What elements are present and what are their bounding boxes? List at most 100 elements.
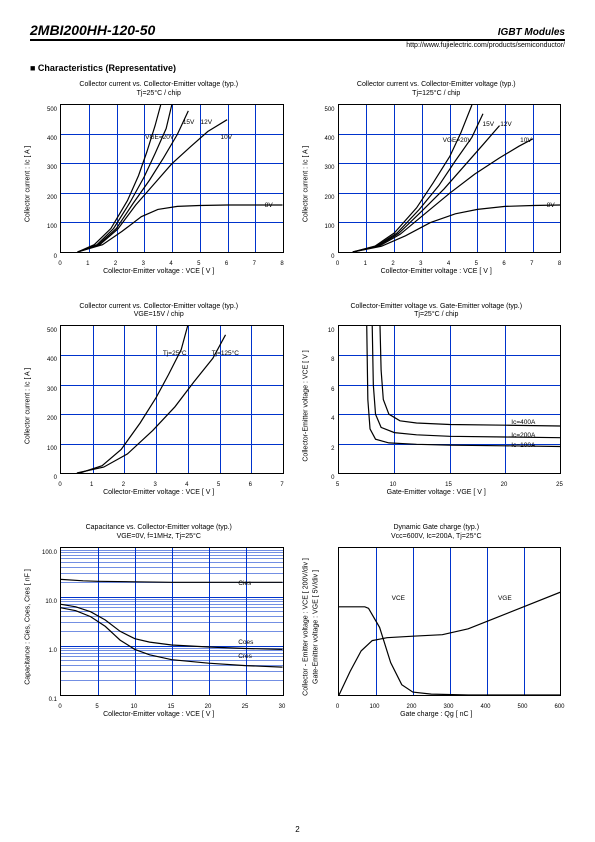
x-tick: 0 xyxy=(58,261,61,267)
series-curve xyxy=(352,138,532,251)
series-curve xyxy=(352,125,499,251)
x-axis-label: Collector-Emitter voltage : VCE [ V ] xyxy=(30,711,288,718)
x-tick: 2 xyxy=(114,261,117,267)
series-curve xyxy=(78,110,189,251)
chart-c4: Collector-Emitter voltage vs. Gate-Emitt… xyxy=(308,303,566,497)
x-tick: 15 xyxy=(168,704,175,710)
page-number: 2 xyxy=(0,825,595,834)
y-tick: 4 xyxy=(331,416,334,422)
y-tick: 100 xyxy=(47,224,57,230)
chart-title: Capacitance vs. Collector-Emitter voltag… xyxy=(30,524,288,542)
series-label: 15V xyxy=(482,121,494,128)
series-label: 8V xyxy=(547,202,555,209)
plot-area: CiesCoesCres xyxy=(60,547,284,696)
y-tick: 300 xyxy=(47,387,57,393)
y-tick: 200 xyxy=(47,416,57,422)
section-title: ■ Characteristics (Representative) xyxy=(30,63,565,73)
x-tick: 10 xyxy=(390,482,397,488)
chart-c1: Collector current vs. Collector-Emitter … xyxy=(30,81,288,275)
series-label: VCE xyxy=(392,595,405,602)
x-tick: 5 xyxy=(336,482,339,488)
y-tick: 300 xyxy=(324,165,334,171)
x-tick: 1 xyxy=(90,482,93,488)
x-tick: 600 xyxy=(554,704,564,710)
x-tick: 20 xyxy=(205,704,212,710)
y-tick: 0 xyxy=(331,254,334,260)
series-label: Tj=25°C xyxy=(163,350,187,357)
series-curve xyxy=(77,335,226,473)
chart-c5: Capacitance vs. Collector-Emitter voltag… xyxy=(30,524,288,718)
x-axis-label: Gate charge : Qg [ nC ] xyxy=(308,711,566,718)
series-curve xyxy=(339,606,561,694)
x-axis-label: Collector-Emitter voltage : VCE [ V ] xyxy=(30,489,288,496)
category-label: IGBT Modules xyxy=(498,27,565,38)
x-tick: 5 xyxy=(217,482,220,488)
y-tick: 0 xyxy=(54,475,57,481)
x-tick: 2 xyxy=(391,261,394,267)
x-tick: 5 xyxy=(95,704,98,710)
y-tick: 0 xyxy=(331,475,334,481)
x-tick: 3 xyxy=(142,261,145,267)
x-axis-label: Collector-Emitter voltage : VCE [ V ] xyxy=(308,268,566,275)
y-tick: 1.0 xyxy=(49,648,57,654)
series-curve xyxy=(78,205,283,252)
y-tick: 10.0 xyxy=(45,599,57,605)
x-tick: 8 xyxy=(280,261,283,267)
plot-area: VCEVGE xyxy=(338,547,562,696)
plot-area: VGE=20V15V12V10V8V xyxy=(60,104,284,253)
series-curve xyxy=(78,105,161,252)
x-tick: 5 xyxy=(197,261,200,267)
y-tick: 100.0 xyxy=(42,550,57,556)
series-label: 8V xyxy=(265,202,273,209)
series-curve xyxy=(380,326,560,426)
x-tick: 6 xyxy=(502,261,505,267)
x-tick: 5 xyxy=(475,261,478,267)
chart-title: Collector current vs. Collector-Emitter … xyxy=(30,81,288,99)
x-tick: 30 xyxy=(279,704,286,710)
chart-c6: Dynamic Gate charge (typ.)Vcc=600V, Ic=2… xyxy=(308,524,566,718)
x-tick: 500 xyxy=(517,704,527,710)
charts-grid: Collector current vs. Collector-Emitter … xyxy=(30,81,565,718)
series-label: 10V xyxy=(520,137,532,144)
y-tick: 200 xyxy=(324,195,334,201)
y-tick: 10 xyxy=(328,328,335,334)
x-tick: 1 xyxy=(364,261,367,267)
series-label: Cies xyxy=(238,580,251,587)
x-tick: 25 xyxy=(556,482,563,488)
y-tick: 500 xyxy=(47,328,57,334)
chart-c3: Collector current vs. Collector-Emitter … xyxy=(30,303,288,497)
plot-area: Ic=400A Ic=200A Ic=100A xyxy=(338,325,562,474)
y-tick: 500 xyxy=(47,107,57,113)
x-axis-label: Collector-Emitter voltage : VCE [ V ] xyxy=(30,268,288,275)
y-tick: 500 xyxy=(324,107,334,113)
chart-c2: Collector current vs. Collector-Emitter … xyxy=(308,81,566,275)
y-tick: 6 xyxy=(331,387,334,393)
series-label: VGE=20V xyxy=(443,137,472,144)
x-tick: 100 xyxy=(369,704,379,710)
chart-title: Collector current vs. Collector-Emitter … xyxy=(30,303,288,321)
series-curve xyxy=(352,205,560,252)
x-tick: 4 xyxy=(447,261,450,267)
plot-area: VGE=20V15V12V10V8V xyxy=(338,104,562,253)
series-label: Ic=200A xyxy=(511,432,535,439)
series-label: Ic=100A xyxy=(511,442,535,449)
x-tick: 2 xyxy=(122,482,125,488)
y-tick: 400 xyxy=(47,357,57,363)
y-tick: 0.1 xyxy=(49,697,57,703)
x-tick: 7 xyxy=(530,261,533,267)
series-curve xyxy=(366,326,560,447)
x-tick: 3 xyxy=(153,482,156,488)
series-label: Ic=400A xyxy=(511,419,535,426)
y-tick: 0 xyxy=(54,254,57,260)
x-tick: 0 xyxy=(336,261,339,267)
series-label: VGE=20V xyxy=(145,134,174,141)
part-number: 2MBI200HH-120-50 xyxy=(30,22,155,38)
series-label: Coes xyxy=(238,639,253,646)
chart-title: Dynamic Gate charge (typ.)Vcc=600V, Ic=2… xyxy=(308,524,566,542)
x-tick: 200 xyxy=(406,704,416,710)
x-tick: 300 xyxy=(443,704,453,710)
x-tick: 0 xyxy=(58,704,61,710)
y-tick: 400 xyxy=(47,136,57,142)
x-tick: 7 xyxy=(280,482,283,488)
y-tick: 100 xyxy=(47,446,57,452)
